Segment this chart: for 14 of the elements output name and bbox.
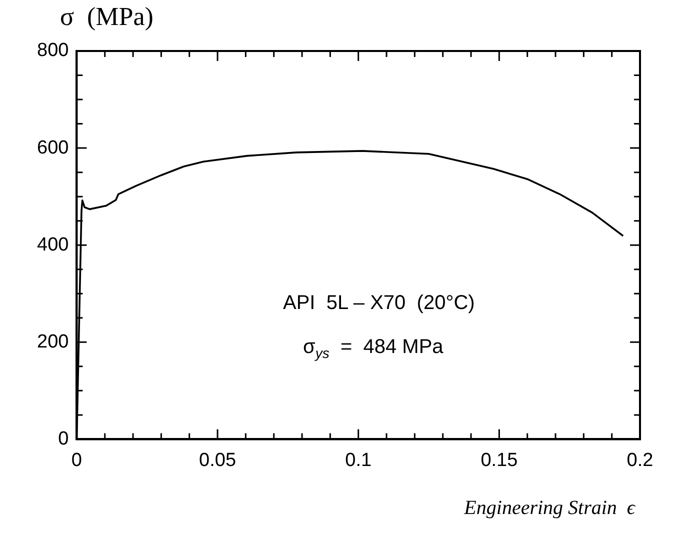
annotation: API 5L – X70 (20°C) xyxy=(283,292,475,315)
x-axis-title: Engineering Strain ϵ xyxy=(464,497,635,520)
x-tick-label: 0.05 xyxy=(199,450,236,471)
y-tick-label: 600 xyxy=(37,137,69,158)
y-tick-label: 400 xyxy=(37,234,69,256)
x-tick-label: 0 xyxy=(71,450,82,471)
annotation: σ$_{ys}$ = 484 MPa xyxy=(303,336,444,361)
y-tick-label: 200 xyxy=(37,331,69,352)
y-tick-label: 0 xyxy=(58,428,69,450)
x-tick-label: 0.15 xyxy=(480,450,518,471)
y-tick-label: 800 xyxy=(37,40,69,62)
x-tick-label: 0.1 xyxy=(345,450,372,471)
y-axis-title: σ (MPa) xyxy=(60,2,154,32)
x-tick-label: 0.2 xyxy=(626,450,654,471)
